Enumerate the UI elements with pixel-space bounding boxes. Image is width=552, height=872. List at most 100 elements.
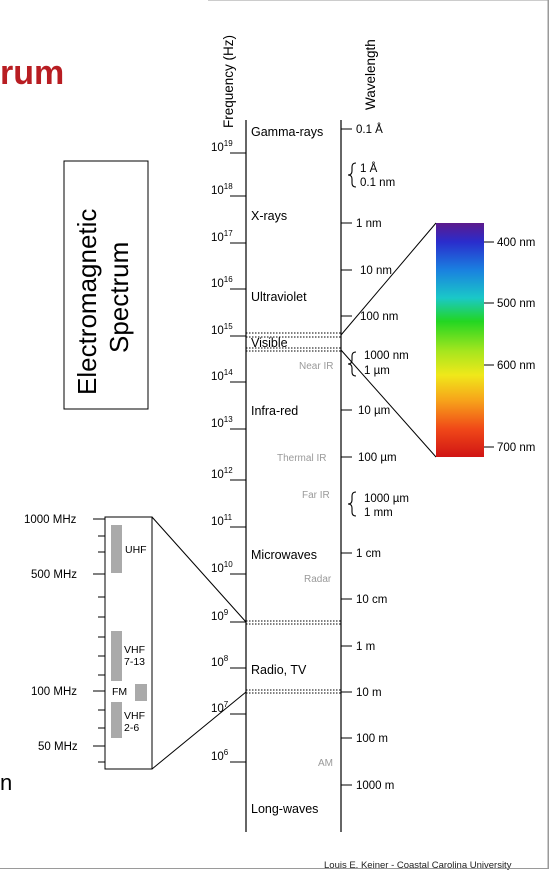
- sub-label-thermal-ir: Thermal IR: [277, 453, 326, 464]
- wavelength-label: 10 cm: [356, 594, 387, 606]
- svg-text:1014: 1014: [211, 368, 233, 383]
- frequency-tick: 108: [211, 654, 246, 669]
- radio-connector-bottom: [151, 691, 247, 770]
- svg-text:1012: 1012: [211, 466, 233, 481]
- svg-text:1000 µm: 1000 µm: [364, 493, 409, 505]
- visible-scale-label: 700 nm: [497, 442, 535, 454]
- wavelength-label: 10 m: [356, 687, 382, 699]
- fm-band-bar: [135, 684, 147, 701]
- visible-spectrum-bar: [436, 223, 484, 457]
- frequency-tick: 1015: [211, 322, 246, 337]
- svg-text:0.1 nm: 0.1 nm: [360, 177, 395, 189]
- band-label-fm: FM: [112, 686, 127, 698]
- svg-text:1019: 1019: [211, 139, 233, 154]
- radio-scale-ticks: [93, 518, 105, 763]
- frequency-tick: 1019: [211, 139, 246, 154]
- frequency-tick: 1017: [211, 229, 246, 244]
- region-label-microwaves: Microwaves: [251, 548, 317, 562]
- frequency-tick: 1013: [211, 415, 246, 430]
- uhf-band-bar: [111, 525, 122, 573]
- frequency-tick: 109: [211, 608, 246, 623]
- frequency-ticks: 1019 1018 1017 1016 1015 1014 1013 1012 …: [211, 139, 246, 763]
- svg-text:1011: 1011: [211, 513, 233, 528]
- band-label-uhf: UHF: [125, 544, 147, 556]
- box-title-line2: Spectrum: [104, 242, 134, 353]
- wavelength-label: 1 m: [356, 641, 375, 653]
- frequency-tick: 1018: [211, 182, 246, 197]
- frequency-axis-title: Frequency (Hz): [221, 35, 236, 128]
- radio-connector-top: [151, 516, 247, 623]
- band-label-7-13: 7-13: [124, 656, 145, 668]
- visible-connector-bottom: [340, 349, 437, 458]
- wavelength-label: 100 nm: [360, 311, 398, 323]
- credit-text: Louis E. Keiner - Coastal Carolina Unive…: [324, 860, 512, 871]
- wavelength-label: 1 cm: [356, 548, 381, 560]
- svg-text:1 Å: 1 Å: [360, 162, 378, 175]
- region-label-visible: Visible: [251, 336, 288, 350]
- frequency-tick: 1016: [211, 275, 246, 290]
- wavelength-label: 1000 m: [356, 780, 394, 792]
- svg-text:1016: 1016: [211, 275, 233, 290]
- region-label-ultraviolet: Ultraviolet: [251, 290, 307, 304]
- wavelength-label: 0.1 Å: [356, 123, 383, 136]
- region-label-longwaves: Long-waves: [251, 802, 318, 816]
- sub-label-far-ir: Far IR: [302, 490, 330, 501]
- box-title-line1: Electromagnetic: [72, 209, 102, 395]
- region-label-gamma: Gamma-rays: [251, 125, 323, 139]
- title-box: [63, 160, 149, 410]
- region-label-xrays: X-rays: [251, 209, 287, 223]
- band-label-vhf-low: VHF: [124, 710, 145, 722]
- visible-scale-ticks: [484, 241, 494, 448]
- svg-text:1 mm: 1 mm: [364, 507, 393, 519]
- svg-text:1018: 1018: [211, 182, 233, 197]
- frequency-tick: 1011: [211, 513, 246, 528]
- region-label-infrared: Infra-red: [251, 404, 298, 418]
- frequency-tick: 1014: [211, 368, 246, 383]
- wavelength-brace: 1000 µm 1 mm: [347, 491, 409, 519]
- wavelength-label: 10 µm: [358, 405, 390, 417]
- frequency-tick: 1010: [211, 560, 246, 575]
- svg-text:108: 108: [211, 654, 229, 669]
- svg-text:107: 107: [211, 700, 229, 715]
- vhf-low-band-bar: [111, 702, 122, 738]
- slide-title-fragment: rum: [0, 54, 65, 92]
- sub-label-radar: Radar: [304, 574, 332, 585]
- wavelength-ticks: [341, 128, 352, 786]
- wavelength-label: 100 µm: [358, 452, 397, 464]
- wavelength-brace: 1000 nm 1 µm: [347, 350, 409, 377]
- svg-text:1013: 1013: [211, 415, 233, 430]
- band-label-vhf-high: VHF: [124, 644, 145, 656]
- visible-scale-label: 500 nm: [497, 298, 535, 310]
- wavelength-axis-title: Wavelength: [363, 39, 378, 110]
- svg-text:109: 109: [211, 608, 229, 623]
- radio-scale-label: 500 MHz: [31, 569, 77, 581]
- svg-text:1 µm: 1 µm: [364, 365, 390, 377]
- wavelength-brace: 1 Å 0.1 nm: [347, 162, 395, 189]
- svg-text:1015: 1015: [211, 322, 233, 337]
- frequency-tick: 107: [211, 700, 246, 715]
- sub-label-near-ir: Near IR: [299, 361, 333, 372]
- frequency-tick: 106: [211, 748, 246, 763]
- vhf-high-band-bar: [111, 631, 122, 681]
- svg-text:106: 106: [211, 748, 229, 763]
- radio-scale-label: 50 MHz: [38, 741, 78, 753]
- svg-text:1017: 1017: [211, 229, 233, 244]
- region-label-radio: Radio, TV: [251, 663, 307, 677]
- wavelength-label: 100 m: [356, 733, 388, 745]
- visible-connector-top: [340, 222, 437, 336]
- svg-text:1000 nm: 1000 nm: [364, 350, 409, 362]
- radio-scale-label: 1000 MHz: [24, 514, 77, 526]
- visible-scale-label: 600 nm: [497, 360, 535, 372]
- frequency-tick: 1012: [211, 466, 246, 481]
- visible-scale-label: 400 nm: [497, 237, 535, 249]
- band-label-2-6: 2-6: [124, 722, 139, 734]
- sub-label-am: AM: [318, 758, 333, 769]
- wavelength-label: 1 nm: [356, 218, 382, 230]
- band-separators: [246, 332, 341, 694]
- radio-scale-label: 100 MHz: [31, 686, 77, 698]
- slide-text-fragment: n: [0, 770, 13, 795]
- wavelength-label: 10 nm: [360, 265, 392, 277]
- svg-text:1010: 1010: [211, 560, 233, 575]
